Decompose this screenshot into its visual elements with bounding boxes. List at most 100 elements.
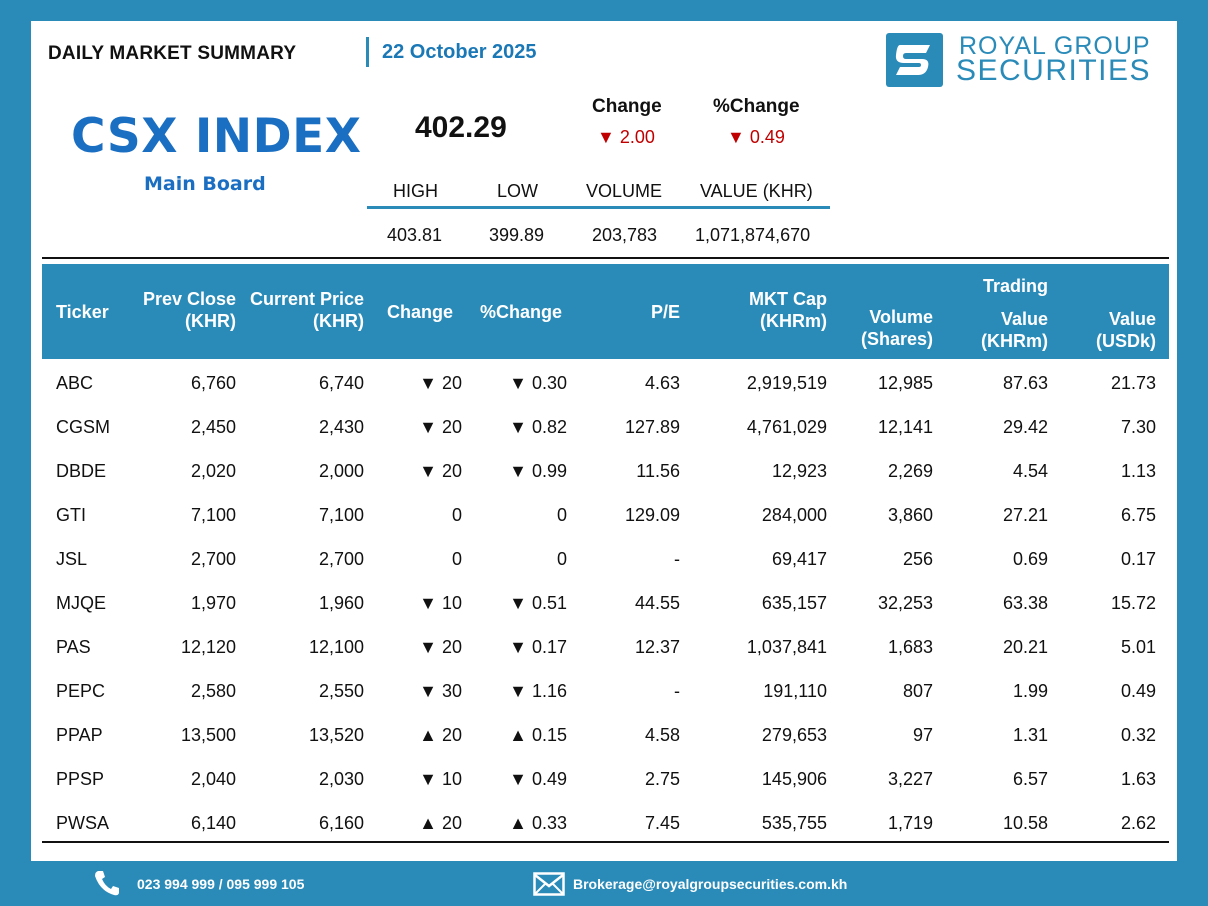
cell-ticker: DBDE — [56, 461, 107, 481]
cell-value-khr: 10.58 — [1002, 813, 1048, 833]
cell-pct-change: ▼ 0.30 — [509, 373, 567, 393]
summary-card: DAILY MARKET SUMMARY 22 October 2025 ROY… — [31, 21, 1177, 861]
table-header: Ticker Prev Close (KHR) Current Price (K… — [42, 264, 1169, 359]
cell-pct-change: 0 — [556, 549, 567, 569]
brand-name-line1: ROYAL GROUP — [959, 32, 1151, 60]
cell-pe: 7.45 — [644, 813, 680, 833]
cell-volume: 807 — [902, 681, 933, 701]
cell-pe: 12.37 — [634, 637, 680, 657]
cell-current-price: 1,960 — [318, 593, 364, 613]
cell-change: ▼ 10 — [419, 769, 462, 789]
stat-header-value: VALUE (KHR) — [700, 181, 813, 201]
index-pct-change: ▼ 0.49 — [727, 127, 785, 147]
cell-change: ▼ 20 — [419, 373, 462, 393]
cell-mkt-cap: 2,919,519 — [746, 373, 827, 393]
cell-volume: 12,141 — [877, 417, 933, 437]
table-row: DBDE 2,020 2,000 ▼ 20 ▼ 0.99 11.56 12,92… — [42, 449, 1169, 493]
stat-header-high: HIGH — [393, 181, 438, 201]
report-date: 22 October 2025 — [382, 41, 537, 63]
cell-volume: 12,985 — [877, 373, 933, 393]
cell-ticker: PAS — [56, 637, 91, 657]
cell-value-khr: 27.21 — [1002, 505, 1048, 525]
cell-mkt-cap: 284,000 — [761, 505, 827, 525]
col-trading-group: Trading — [983, 276, 1049, 296]
table-row: ABC 6,760 6,740 ▼ 20 ▼ 0.30 4.63 2,919,5… — [42, 361, 1169, 405]
brand-logo-icon — [886, 33, 943, 87]
cell-value-khr: 1.99 — [1012, 681, 1048, 701]
cell-pe: - — [674, 681, 680, 701]
cell-value-usd: 0.32 — [1120, 725, 1156, 745]
cell-pct-change: 0 — [556, 505, 567, 525]
cell-current-price: 7,100 — [318, 505, 364, 525]
cell-current-price: 2,550 — [318, 681, 364, 701]
stat-header-volume: VOLUME — [586, 181, 663, 201]
cell-value-usd: 6.75 — [1120, 505, 1156, 525]
envelope-icon — [533, 872, 565, 901]
cell-ticker: CGSM — [56, 417, 110, 437]
col-prev-close-line1: Prev Close — [142, 289, 236, 309]
stat-low: 399.89 — [489, 225, 545, 245]
cell-mkt-cap: 279,653 — [761, 725, 827, 745]
cell-mkt-cap: 1,037,841 — [746, 637, 827, 657]
cell-ticker: JSL — [56, 549, 88, 569]
cell-pe: 44.55 — [634, 593, 680, 613]
section-divider — [42, 257, 1169, 259]
table-row: CGSM 2,450 2,430 ▼ 20 ▼ 0.82 127.89 4,76… — [42, 405, 1169, 449]
cell-volume: 1,719 — [887, 813, 933, 833]
cell-current-price: 2,430 — [318, 417, 364, 437]
index-change: ▼ 2.00 — [597, 127, 655, 147]
col-current-price: Current Price (KHR) — [238, 288, 364, 332]
cell-volume: 32,253 — [877, 593, 933, 613]
cell-value-khr: 63.38 — [1002, 593, 1048, 613]
col-volume-line1: Volume — [869, 307, 933, 327]
col-mkt-cap: MKT Cap (KHRm) — [702, 288, 827, 332]
col-change: Change — [387, 302, 454, 322]
cell-change: ▼ 20 — [419, 417, 462, 437]
cell-mkt-cap: 191,110 — [763, 681, 827, 701]
cell-prev-close: 2,020 — [190, 461, 236, 481]
stats-underline — [367, 206, 830, 209]
change-label: Change — [592, 96, 662, 117]
phone-icon — [92, 868, 122, 903]
cell-prev-close: 2,700 — [190, 549, 236, 569]
stat-high: 403.81 — [387, 225, 443, 245]
table-row: PEPC 2,580 2,550 ▼ 30 ▼ 1.16 - 191,110 8… — [42, 669, 1169, 713]
stat-header-low: LOW — [497, 181, 539, 201]
table-row: PAS 12,120 12,100 ▼ 20 ▼ 0.17 12.37 1,03… — [42, 625, 1169, 669]
footer-phone[interactable]: 023 994 999 / 095 999 105 — [137, 876, 305, 892]
table-row: PWSA 6,140 6,160 ▲ 20 ▲ 0.33 7.45 535,75… — [42, 801, 1169, 845]
cell-ticker: GTI — [56, 505, 86, 525]
cell-mkt-cap: 635,157 — [761, 593, 827, 613]
cell-change: ▼ 10 — [419, 593, 462, 613]
index-name: CSX INDEX — [71, 109, 362, 164]
col-current-price-line2: (KHR) — [313, 311, 364, 331]
cell-prev-close: 6,760 — [190, 373, 236, 393]
col-mkt-cap-line1: MKT Cap — [749, 289, 827, 309]
cell-change: ▼ 20 — [419, 461, 462, 481]
col-value-khr: Value (KHRm) — [947, 308, 1048, 352]
footer-email[interactable]: Brokerage@royalgroupsecurities.com.kh — [573, 876, 848, 892]
col-current-price-line1: Current Price — [249, 289, 364, 309]
cell-current-price: 2,700 — [318, 549, 364, 569]
col-prev-close-line2: (KHR) — [185, 311, 236, 331]
table-row: PPAP 13,500 13,520 ▲ 20 ▲ 0.15 4.58 279,… — [42, 713, 1169, 757]
cell-mkt-cap: 69,417 — [771, 549, 827, 569]
cell-value-khr: 4.54 — [1012, 461, 1048, 481]
cell-pe: 127.89 — [624, 417, 680, 437]
cell-value-khr: 20.21 — [1002, 637, 1048, 657]
cell-ticker: PPAP — [56, 725, 103, 745]
cell-volume: 97 — [912, 725, 933, 745]
cell-pct-change: ▲ 0.33 — [509, 813, 567, 833]
cell-prev-close: 13,500 — [180, 725, 236, 745]
pct-change-label: %Change — [713, 96, 800, 117]
cell-value-usd: 2.62 — [1120, 813, 1156, 833]
cell-mkt-cap: 4,761,029 — [746, 417, 827, 437]
cell-value-khr: 87.63 — [1002, 373, 1048, 393]
cell-mkt-cap: 12,923 — [771, 461, 827, 481]
cell-value-khr: 1.31 — [1012, 725, 1048, 745]
cell-volume: 2,269 — [887, 461, 933, 481]
table-row: MJQE 1,970 1,960 ▼ 10 ▼ 0.51 44.55 635,1… — [42, 581, 1169, 625]
cell-change: ▲ 20 — [419, 813, 462, 833]
col-value-usd-line1: Value — [1108, 309, 1156, 329]
cell-volume: 256 — [902, 549, 933, 569]
